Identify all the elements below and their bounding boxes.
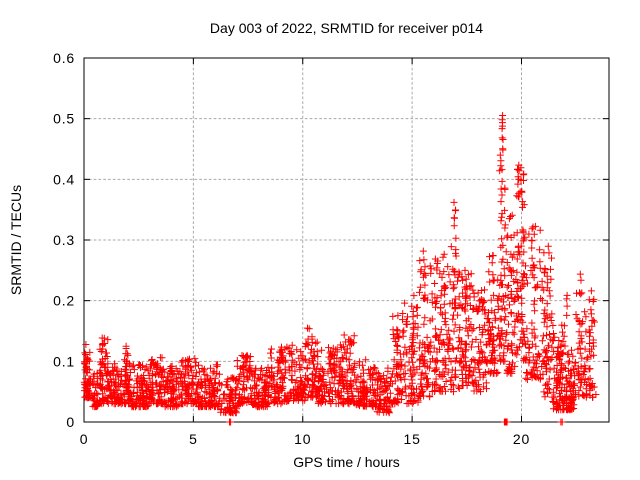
- y-axis-label: SRMTID / TECUs: [8, 185, 24, 295]
- y-tick-label: 0: [66, 414, 75, 430]
- y-tick-label: 0.6: [53, 50, 75, 66]
- y-tick-label: 0.3: [53, 232, 75, 248]
- scatter-plus-markers: [80, 112, 600, 426]
- data-points: [80, 112, 600, 426]
- y-tick-label: 0.1: [53, 353, 75, 369]
- x-tick-label: 5: [189, 431, 198, 447]
- y-tick-label: 0.2: [53, 293, 75, 309]
- x-tick-label: 20: [513, 431, 530, 447]
- chart-title: Day 003 of 2022, SRMTID for receiver p01…: [210, 20, 483, 36]
- y-tick-labels: 0 0.1 0.2 0.3 0.4 0.5 0.6: [53, 50, 75, 430]
- axis-ticks: [83, 57, 609, 423]
- x-tick-label: 0: [80, 431, 89, 447]
- x-tick-label: 15: [404, 431, 421, 447]
- y-tick-label: 0.5: [53, 111, 75, 127]
- y-tick-label: 0.4: [53, 171, 75, 187]
- x-axis-label: GPS time / hours: [293, 454, 400, 470]
- x-tick-labels: 0 5 10 15 20: [80, 431, 530, 447]
- x-tick-label: 10: [294, 431, 311, 447]
